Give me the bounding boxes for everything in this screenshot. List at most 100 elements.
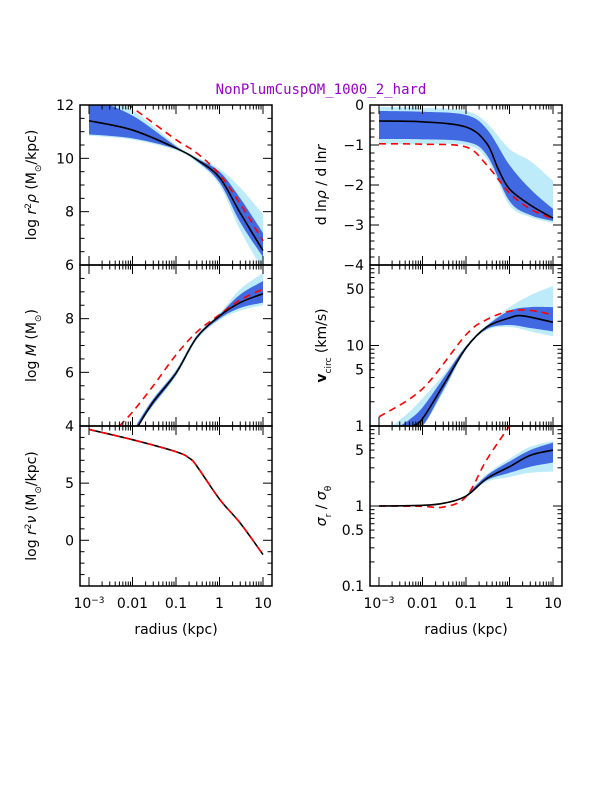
y-tick-label: 0 <box>355 98 364 114</box>
label-segment: /kpc) <box>24 451 40 486</box>
y-tick-label: 6 <box>65 258 74 274</box>
confidence-band-inner <box>399 306 553 426</box>
panel-middle-right: 1 5 10 50 vcirc (km/s) <box>314 264 563 435</box>
median-line <box>378 449 554 507</box>
label-segment: 10 <box>544 596 562 612</box>
label-segment: σ <box>314 516 330 526</box>
y-tick-label: 5 <box>355 443 364 459</box>
y-tick-label: 0.5 <box>342 523 364 539</box>
x-tick-label: 1 <box>215 596 224 612</box>
label-segment: 1 <box>505 596 514 612</box>
y-tick-label: 0 <box>65 533 74 549</box>
y-axis-label: log M (M⊙) <box>24 309 44 382</box>
y-tick-label: 0.1 <box>342 579 364 595</box>
y-axis-label: log r2ν (M⊙/kpc) <box>24 451 44 561</box>
label-segment: r <box>314 144 330 151</box>
label-segment: 2 <box>24 203 34 209</box>
y-tick-label: 10 <box>56 151 74 167</box>
label-segment: (M <box>24 172 40 194</box>
label-segment: 1 <box>215 596 224 612</box>
label-segment: r <box>324 513 334 517</box>
label-segment: ) <box>24 309 40 314</box>
label-segment: d ln <box>314 199 330 225</box>
x-tick-label: 10 <box>254 596 272 612</box>
x-tick-label: 0.01 <box>117 596 148 612</box>
dashed-model-line <box>378 309 554 418</box>
label-segment: / <box>314 500 330 514</box>
label-segment: (M <box>24 322 40 344</box>
confidence-band-inner <box>136 281 263 426</box>
confidence-band-inner <box>466 442 553 497</box>
label-segment: ν <box>24 515 40 523</box>
y-axis-label: vcirc (km/s) <box>314 308 334 382</box>
label-segment: −3 <box>91 596 104 606</box>
x-tick-label: 1 <box>505 596 514 612</box>
x-tick-label: 0.1 <box>165 596 187 612</box>
label-segment: θ <box>324 485 334 491</box>
x-tick-label: 0.01 <box>407 596 438 612</box>
panel-top-left: 6 8 10 12 log r2ρ (M⊙/kpc) <box>24 98 273 274</box>
plot-area <box>88 105 264 265</box>
label-segment: 0.1 <box>455 596 477 612</box>
dashed-model-line <box>378 426 511 509</box>
label-segment: ρ <box>314 190 330 199</box>
y-tick-label: −4 <box>343 258 364 274</box>
label-segment: σ <box>314 490 330 500</box>
panel-middle-left: 4 6 8 log M (M⊙) <box>24 264 273 435</box>
plot-area <box>378 107 554 223</box>
y-tick-label: 4 <box>65 419 74 435</box>
median-line <box>88 428 264 556</box>
dashed-model-line <box>88 428 264 556</box>
plot-area <box>118 273 264 426</box>
x-tick-label: 10−3 <box>363 596 394 612</box>
y-axis-label: d lnρ / d lnr <box>314 144 330 226</box>
median-line <box>137 292 264 426</box>
label-segment: r <box>24 528 40 535</box>
y-tick-label: −2 <box>343 178 364 194</box>
panel-frame <box>79 425 273 587</box>
y-tick-label: 6 <box>65 365 74 381</box>
median-line <box>378 120 554 219</box>
label-segment: ⊙ <box>34 165 44 173</box>
label-segment: ρ <box>24 194 40 203</box>
y-tick-label: 1 <box>355 499 364 515</box>
y-tick-label: 12 <box>56 98 74 114</box>
x-axis-label: radius (kpc) <box>134 622 217 638</box>
y-tick-label: 8 <box>65 312 74 328</box>
label-segment: 2 <box>24 523 34 529</box>
label-segment: ⊙ <box>34 315 44 323</box>
label-segment: 10 <box>363 596 381 612</box>
label-segment: log <box>24 356 40 382</box>
label-segment: circ <box>324 358 334 374</box>
x-tick-label: 10−3 <box>73 596 104 612</box>
label-segment: log <box>24 535 40 561</box>
y-tick-label: −1 <box>343 138 364 154</box>
y-tick-label: 1 <box>355 419 364 435</box>
y-tick-label: 10 <box>346 339 364 355</box>
y-tick-label: 50 <box>346 282 364 298</box>
confidence-band-inner <box>379 111 553 221</box>
label-segment: v <box>314 373 330 382</box>
median-line <box>412 314 554 426</box>
x-tick-label: 10 <box>544 596 562 612</box>
label-segment: r <box>24 208 40 215</box>
x-tick-label: 0.1 <box>455 596 477 612</box>
label-segment: 10 <box>254 596 272 612</box>
y-tick-label: 8 <box>65 205 74 221</box>
dashed-model-line <box>118 288 264 426</box>
label-segment: ⊙ <box>34 486 44 494</box>
label-segment: 0.1 <box>165 596 187 612</box>
label-segment: 0.01 <box>407 596 438 612</box>
y-axis-label: σr / σθ <box>314 485 334 526</box>
plot-area <box>88 428 264 556</box>
x-axis-label: radius (kpc) <box>424 622 507 638</box>
label-segment: −3 <box>381 596 394 606</box>
label-segment: / d ln <box>314 151 330 191</box>
y-axis-label: log r2ρ (M⊙/kpc) <box>24 130 44 241</box>
label-segment: log <box>24 215 40 241</box>
figure-title: NonPlumCuspOM_1000_2_hard <box>216 82 427 98</box>
label-segment: (km/s) <box>314 308 330 357</box>
